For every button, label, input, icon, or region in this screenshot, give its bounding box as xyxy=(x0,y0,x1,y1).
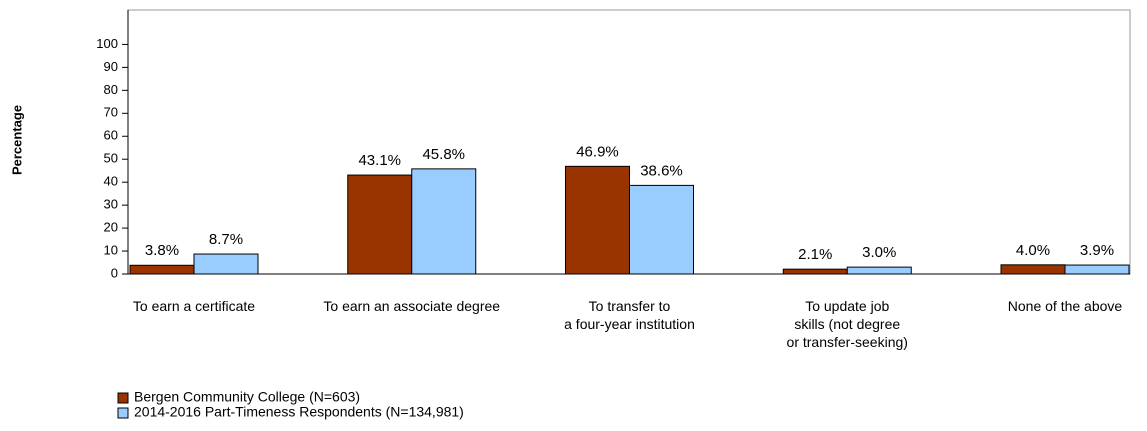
bar xyxy=(846,266,912,275)
data-label: 8.7% xyxy=(209,231,243,248)
x-tick-label: To earn a certificate xyxy=(133,298,255,314)
data-label: 45.8% xyxy=(422,146,465,163)
data-label: 2.1% xyxy=(798,246,832,263)
bar xyxy=(129,264,195,275)
y-tick-label: 0 xyxy=(111,265,118,280)
data-label: 3.0% xyxy=(862,244,896,261)
y-tick-label: 80 xyxy=(104,82,118,97)
y-axis-label: Percentage xyxy=(9,105,24,175)
data-label: 3.9% xyxy=(1080,242,1114,259)
legend-label: Bergen Community College (N=603) xyxy=(134,389,360,405)
bar xyxy=(1000,264,1066,275)
bar xyxy=(347,174,413,275)
y-tick-label: 90 xyxy=(104,59,118,74)
y-tick-label: 70 xyxy=(104,105,118,120)
x-tick-label: To transfer to a four-year institution xyxy=(564,298,695,332)
bar xyxy=(411,168,477,275)
data-label: 38.6% xyxy=(640,162,683,179)
y-tick-label: 10 xyxy=(104,242,118,257)
y-tick-label: 50 xyxy=(104,151,118,166)
bar xyxy=(193,253,259,275)
bar xyxy=(629,184,694,275)
data-label: 3.8% xyxy=(145,242,179,259)
x-tick-label: To earn an associate degree xyxy=(323,298,500,314)
x-tick-label: To update job skills (not degree or transf… xyxy=(787,298,908,350)
bar xyxy=(565,165,630,275)
y-tick-label: 40 xyxy=(104,174,118,189)
data-label: 46.9% xyxy=(576,143,619,160)
y-tick-label: 20 xyxy=(104,220,118,235)
legend-swatch xyxy=(117,392,129,404)
y-tick-label: 100 xyxy=(96,36,118,51)
y-tick-label: 60 xyxy=(104,128,118,143)
x-tick-label: None of the above xyxy=(1008,298,1123,314)
bar xyxy=(782,268,848,275)
y-tick-label: 30 xyxy=(104,197,118,212)
legend-swatch xyxy=(117,407,129,419)
data-label: 4.0% xyxy=(1016,242,1050,259)
bar xyxy=(1064,264,1130,275)
data-label: 43.1% xyxy=(358,152,401,169)
legend-label: 2014-2016 Part-Timeness Respondents (N=1… xyxy=(134,404,464,420)
